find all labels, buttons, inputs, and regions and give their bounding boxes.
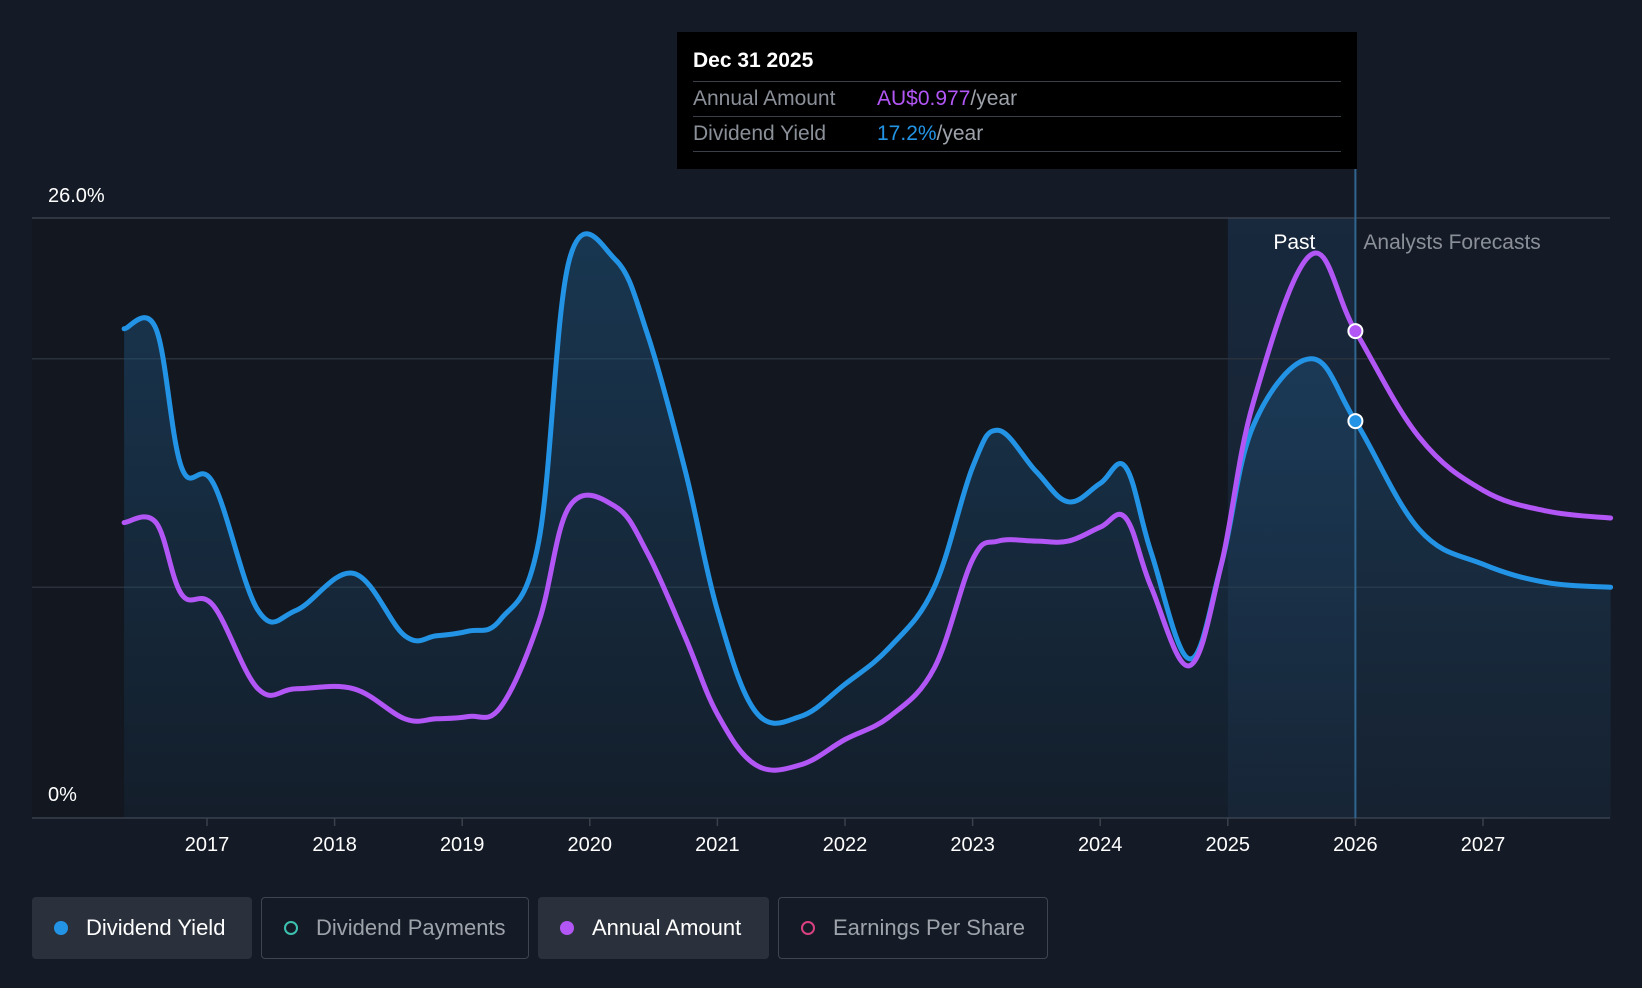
x-tick-label: 2017 (185, 834, 230, 856)
tooltip-unit: /year (936, 122, 984, 145)
tooltip-value: 17.2% (877, 122, 937, 145)
earnings-per-share-circle-icon (801, 921, 815, 935)
y-axis-max-label: 26.0% (48, 185, 105, 207)
chart-legend: Dividend Yield Dividend Payments Annual … (32, 897, 1048, 959)
legend-dividend-payments[interactable]: Dividend Payments (261, 897, 529, 959)
tooltip-unit: /year (970, 87, 1018, 110)
dividend-yield-dot-icon (54, 921, 68, 935)
tooltip-value: AU$0.977 (877, 87, 971, 110)
chart-tooltip: Dec 31 2025 Annual Amount AU$0.977 /year… (677, 32, 1357, 169)
x-tick-label: 2022 (823, 834, 868, 856)
tooltip-label: Annual Amount (693, 87, 836, 110)
tooltip-row-annual-amount: Annual Amount AU$0.977 /year (693, 82, 1341, 117)
past-region-label: Past (1273, 231, 1315, 254)
legend-label: Dividend Payments (316, 915, 506, 940)
x-tick-label: 2023 (950, 834, 995, 856)
dividend-payments-circle-icon (284, 921, 298, 935)
annual-amount-highlight-point[interactable] (1347, 323, 1364, 340)
dividend-yield-area (124, 233, 1611, 819)
legend-label: Annual Amount (592, 915, 742, 940)
x-tick-label: 2021 (695, 834, 740, 856)
x-tick-label: 2027 (1461, 834, 1506, 856)
legend-label: Earnings Per Share (833, 915, 1025, 940)
x-tick-label: 2019 (440, 834, 485, 856)
x-tick-label: 2024 (1078, 834, 1123, 856)
x-tick-label: 2026 (1333, 834, 1378, 856)
dividend-yield-line (121, 231, 1614, 726)
legend-label: Dividend Yield (86, 915, 226, 940)
legend-dividend-yield[interactable]: Dividend Yield (32, 897, 252, 959)
forecast-region-label: Analysts Forecasts (1363, 231, 1540, 254)
tooltip-label: Dividend Yield (693, 122, 827, 145)
x-tick-label: 2020 (568, 834, 613, 856)
x-tick-label: 2018 (312, 834, 357, 856)
dividend-yield-highlight-point[interactable] (1347, 413, 1364, 430)
annual-amount-dot-icon (560, 921, 574, 935)
x-tick-label: 2025 (1206, 834, 1251, 856)
tooltip-row-dividend-yield: Dividend Yield 17.2% /year (693, 117, 1341, 152)
annual-amount-line (121, 250, 1614, 773)
legend-annual-amount[interactable]: Annual Amount (538, 897, 769, 959)
legend-earnings-per-share[interactable]: Earnings Per Share (778, 897, 1048, 959)
tooltip-date: Dec 31 2025 (693, 46, 1341, 82)
y-axis-min-label: 0% (48, 784, 77, 806)
